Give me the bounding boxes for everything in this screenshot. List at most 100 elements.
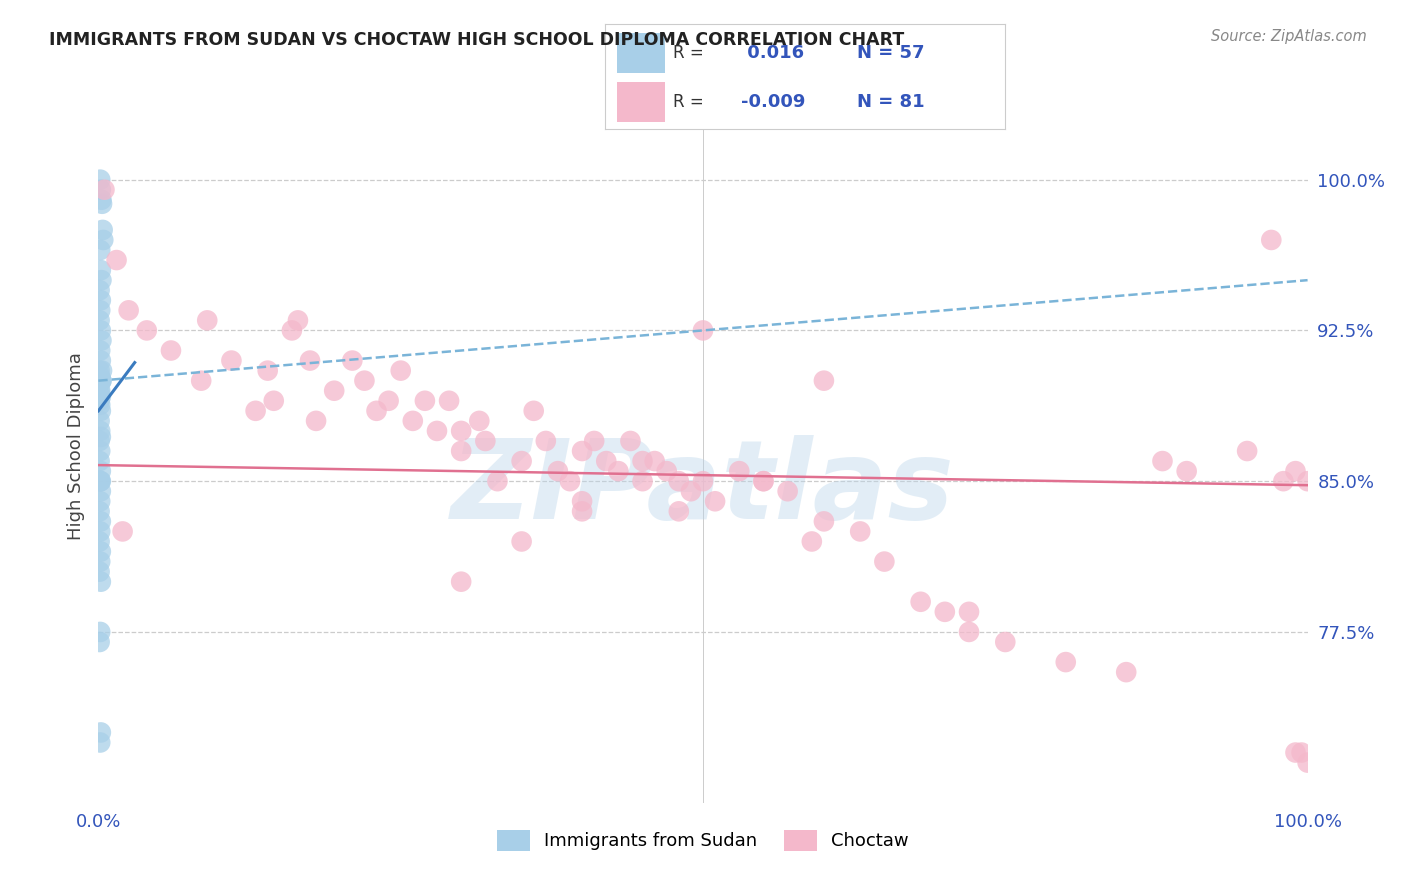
Point xyxy=(89,454,111,468)
Point xyxy=(89,424,111,438)
Point xyxy=(90,263,112,277)
Point xyxy=(89,313,111,327)
Point xyxy=(957,605,980,619)
Point xyxy=(413,393,436,408)
Point xyxy=(90,293,112,308)
Point xyxy=(90,374,112,388)
Point xyxy=(583,434,606,448)
Y-axis label: High School Diploma: High School Diploma xyxy=(66,352,84,540)
Point xyxy=(90,374,112,388)
Point xyxy=(90,544,112,558)
Point xyxy=(510,534,533,549)
Point xyxy=(245,404,267,418)
Point xyxy=(160,343,183,358)
Point xyxy=(91,196,114,211)
Point xyxy=(90,374,112,388)
Text: R =: R = xyxy=(672,93,703,111)
Point xyxy=(994,635,1017,649)
Point xyxy=(89,524,111,539)
Point xyxy=(474,434,496,448)
Point xyxy=(89,735,111,749)
Point xyxy=(89,414,111,428)
Point xyxy=(90,353,112,368)
Text: IMMIGRANTS FROM SUDAN VS CHOCTAW HIGH SCHOOL DIPLOMA CORRELATION CHART: IMMIGRANTS FROM SUDAN VS CHOCTAW HIGH SC… xyxy=(49,31,904,49)
Point xyxy=(89,474,111,488)
Point xyxy=(1260,233,1282,247)
Point xyxy=(450,574,472,589)
Point xyxy=(1152,454,1174,468)
Point xyxy=(426,424,449,438)
Point xyxy=(90,464,112,478)
Point xyxy=(668,474,690,488)
Point xyxy=(90,374,112,388)
Point xyxy=(89,172,111,186)
Point xyxy=(353,374,375,388)
Point xyxy=(89,303,111,318)
Point xyxy=(90,334,112,348)
Point xyxy=(571,494,593,508)
Point xyxy=(910,595,932,609)
Point xyxy=(89,504,111,518)
Text: -0.009: -0.009 xyxy=(741,93,806,111)
Point xyxy=(90,404,112,418)
Text: N = 81: N = 81 xyxy=(858,93,925,111)
Point xyxy=(89,474,111,488)
Point xyxy=(692,474,714,488)
Point xyxy=(389,363,412,377)
Point xyxy=(89,384,111,398)
Point xyxy=(1284,746,1306,760)
Point xyxy=(89,534,111,549)
Point xyxy=(704,494,727,508)
Point xyxy=(534,434,557,448)
Point xyxy=(1284,464,1306,478)
Point xyxy=(89,494,111,508)
Point xyxy=(728,464,751,478)
Point xyxy=(1296,756,1319,770)
Point xyxy=(89,369,111,384)
Point xyxy=(631,474,654,488)
Point xyxy=(486,474,509,488)
Point xyxy=(299,353,322,368)
Point xyxy=(105,253,128,268)
Text: R =: R = xyxy=(672,44,703,62)
Point xyxy=(366,404,388,418)
Point xyxy=(90,273,112,287)
Point xyxy=(90,725,112,739)
Point xyxy=(342,353,364,368)
Point xyxy=(547,464,569,478)
Point xyxy=(1296,474,1319,488)
Point xyxy=(752,474,775,488)
Point xyxy=(90,474,112,488)
Point xyxy=(89,374,111,388)
Point xyxy=(90,323,112,337)
Point xyxy=(91,363,114,377)
Point xyxy=(402,414,425,428)
Point xyxy=(1175,464,1198,478)
Point xyxy=(468,414,491,428)
Point xyxy=(595,454,617,468)
Text: Source: ZipAtlas.com: Source: ZipAtlas.com xyxy=(1211,29,1367,44)
Point xyxy=(1291,746,1313,760)
Point xyxy=(89,474,111,488)
Point xyxy=(89,635,111,649)
Point xyxy=(800,534,823,549)
Point xyxy=(849,524,872,539)
Point xyxy=(93,183,115,197)
Point xyxy=(813,515,835,529)
Point xyxy=(89,374,111,388)
Point xyxy=(450,444,472,458)
Point xyxy=(776,484,799,499)
Point xyxy=(644,454,666,468)
Point xyxy=(89,434,111,448)
Text: 0.016: 0.016 xyxy=(741,44,804,62)
Point xyxy=(631,454,654,468)
Point xyxy=(89,565,111,579)
Point xyxy=(873,555,896,569)
Point xyxy=(135,323,157,337)
Point xyxy=(323,384,346,398)
Point xyxy=(287,313,309,327)
Point xyxy=(558,474,581,488)
Point xyxy=(90,515,112,529)
Point xyxy=(1272,474,1295,488)
Point xyxy=(90,183,112,197)
